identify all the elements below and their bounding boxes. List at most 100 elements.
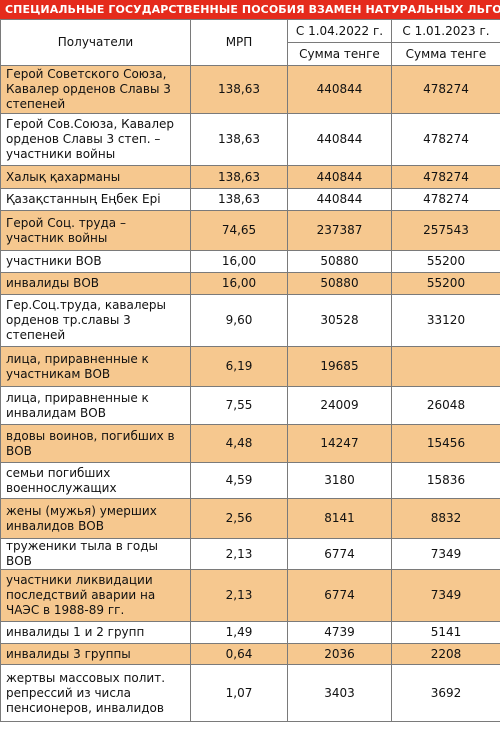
sum-2022-cell: 237387 bbox=[287, 210, 392, 251]
recipient-cell: жертвы массовых полит. репрессий из числ… bbox=[0, 664, 191, 722]
benefits-table: Получатели МРП С 1.04.2022 г. С 1.01.202… bbox=[0, 19, 500, 722]
mrp-cell: 2,56 bbox=[190, 498, 288, 539]
mrp-cell: 2,13 bbox=[190, 538, 288, 570]
table-row: лица, приравненные к участникам ВОВ 6,19 1… bbox=[0, 346, 500, 387]
recipient-cell: лица, приравненные к инвалидам ВОВ bbox=[0, 386, 191, 425]
sum-2022-cell: 50880 bbox=[287, 272, 392, 295]
header-mrp: МРП bbox=[190, 19, 288, 66]
mrp-cell: 16,00 bbox=[190, 272, 288, 295]
sum-2023-cell: 257543 bbox=[391, 210, 500, 251]
sum-2022-cell: 6774 bbox=[287, 538, 392, 570]
recipient-cell: инвалиды ВОВ bbox=[0, 272, 191, 295]
mrp-cell: 7,55 bbox=[190, 386, 288, 425]
header-amount-2023: Сумма тенге bbox=[391, 42, 500, 66]
table-row: Гер.Соц.труда, кавалеры орденов тр.славы… bbox=[0, 294, 500, 347]
sum-2023-cell: 478274 bbox=[391, 188, 500, 211]
recipient-cell: лица, приравненные к участникам ВОВ bbox=[0, 346, 191, 387]
header-period-2023: С 1.01.2023 г. bbox=[391, 19, 500, 43]
recipient-cell: жены (мужья) умерших инвалидов ВОВ bbox=[0, 498, 191, 539]
recipient-cell: участники ВОВ bbox=[0, 250, 191, 273]
sum-2022-cell: 440844 bbox=[287, 165, 392, 189]
mrp-cell: 4,59 bbox=[190, 462, 288, 499]
table-row: семьи погибших военнослужащих 4,59 3180 158… bbox=[0, 462, 500, 499]
table-row: инвалиды 3 группы 0,64 2036 2208 bbox=[0, 643, 500, 665]
recipient-cell: участники ликвидации последствий аварии … bbox=[0, 569, 191, 622]
sum-2022-cell: 440844 bbox=[287, 65, 392, 114]
sum-2022-cell: 440844 bbox=[287, 113, 392, 166]
sum-2022-cell: 8141 bbox=[287, 498, 392, 539]
table-row: жертвы массовых полит. репрессий из числ… bbox=[0, 664, 500, 722]
recipient-cell: семьи погибших военнослужащих bbox=[0, 462, 191, 499]
mrp-cell: 4,48 bbox=[190, 424, 288, 463]
recipient-cell: инвалиды 3 группы bbox=[0, 643, 191, 665]
recipient-cell: вдовы воинов, погибших в ВОВ bbox=[0, 424, 191, 463]
recipient-cell: Гер.Соц.труда, кавалеры орденов тр.славы… bbox=[0, 294, 191, 347]
mrp-cell: 138,63 bbox=[190, 188, 288, 211]
document-title: СПЕЦИАЛЬНЫЕ ГОСУДАРСТВЕННЫЕ ПОСОБИЯ ВЗАМ… bbox=[0, 0, 500, 19]
sum-2022-cell: 6774 bbox=[287, 569, 392, 622]
header-recipients: Получатели bbox=[0, 19, 191, 66]
sum-2023-cell: 15836 bbox=[391, 462, 500, 499]
table-row: Герой Соц. труда – участник войны 74,65 23… bbox=[0, 210, 500, 251]
table-row: Қазақстанның Еңбек Ері 138,63 440844 478274 bbox=[0, 188, 500, 211]
sum-2022-cell: 30528 bbox=[287, 294, 392, 347]
recipient-cell: Қазақстанның Еңбек Ері bbox=[0, 188, 191, 211]
recipient-cell: Халық қахарманы bbox=[0, 165, 191, 189]
sum-2022-cell: 50880 bbox=[287, 250, 392, 273]
header-period-2022: С 1.04.2022 г. bbox=[287, 19, 392, 43]
sum-2023-cell: 55200 bbox=[391, 272, 500, 295]
sum-2022-cell: 2036 bbox=[287, 643, 392, 665]
table-row: Халық қахарманы 138,63 440844 478274 bbox=[0, 165, 500, 189]
mrp-cell: 138,63 bbox=[190, 165, 288, 189]
mrp-cell: 6,19 bbox=[190, 346, 288, 387]
recipient-cell: труженики тыла в годы ВОВ bbox=[0, 538, 191, 570]
table-row: участники ВОВ 16,00 50880 55200 bbox=[0, 250, 500, 273]
table-row: Герой Советского Союза, Кавалер орденов … bbox=[0, 65, 500, 114]
table-row: жены (мужья) умерших инвалидов ВОВ 2,56 81… bbox=[0, 498, 500, 539]
sum-2022-cell: 3403 bbox=[287, 664, 392, 722]
sum-2023-cell: 7349 bbox=[391, 569, 500, 622]
sum-2022-cell: 4739 bbox=[287, 621, 392, 644]
recipient-cell: Герой Советского Союза, Кавалер орденов … bbox=[0, 65, 191, 114]
recipient-cell: Герой Сов.Союза, Кавалер орденов Славы 3… bbox=[0, 113, 191, 166]
mrp-cell: 16,00 bbox=[190, 250, 288, 273]
mrp-cell: 1,49 bbox=[190, 621, 288, 644]
sum-2023-cell bbox=[391, 346, 500, 387]
sum-2022-cell: 3180 bbox=[287, 462, 392, 499]
sum-2023-cell: 478274 bbox=[391, 165, 500, 189]
sum-2023-cell: 478274 bbox=[391, 65, 500, 114]
table-row: Герой Сов.Союза, Кавалер орденов Славы 3… bbox=[0, 113, 500, 166]
sum-2022-cell: 19685 bbox=[287, 346, 392, 387]
sum-2023-cell: 26048 bbox=[391, 386, 500, 425]
sum-2023-cell: 33120 bbox=[391, 294, 500, 347]
recipient-cell: Герой Соц. труда – участник войны bbox=[0, 210, 191, 251]
sum-2023-cell: 15456 bbox=[391, 424, 500, 463]
table-row: лица, приравненные к инвалидам ВОВ 7,55 24… bbox=[0, 386, 500, 425]
table-row: вдовы воинов, погибших в ВОВ 4,48 14247 154… bbox=[0, 424, 500, 463]
sum-2023-cell: 55200 bbox=[391, 250, 500, 273]
table-row: участники ликвидации последствий аварии … bbox=[0, 569, 500, 622]
sum-2022-cell: 440844 bbox=[287, 188, 392, 211]
table-row: инвалиды ВОВ 16,00 50880 55200 bbox=[0, 272, 500, 295]
sum-2023-cell: 3692 bbox=[391, 664, 500, 722]
sum-2022-cell: 24009 bbox=[287, 386, 392, 425]
sum-2023-cell: 478274 bbox=[391, 113, 500, 166]
mrp-cell: 0,64 bbox=[190, 643, 288, 665]
sum-2023-cell: 7349 bbox=[391, 538, 500, 570]
table-header-row: Получатели МРП С 1.04.2022 г. С 1.01.202… bbox=[0, 19, 500, 66]
mrp-cell: 138,63 bbox=[190, 65, 288, 114]
mrp-cell: 2,13 bbox=[190, 569, 288, 622]
mrp-cell: 1,07 bbox=[190, 664, 288, 722]
mrp-cell: 9,60 bbox=[190, 294, 288, 347]
table-row: инвалиды 1 и 2 групп 1,49 4739 5141 bbox=[0, 621, 500, 644]
mrp-cell: 138,63 bbox=[190, 113, 288, 166]
sum-2023-cell: 8832 bbox=[391, 498, 500, 539]
sum-2023-cell: 5141 bbox=[391, 621, 500, 644]
table-row: труженики тыла в годы ВОВ 2,13 6774 7349 bbox=[0, 538, 500, 570]
header-amount-2022: Сумма тенге bbox=[287, 42, 392, 66]
mrp-cell: 74,65 bbox=[190, 210, 288, 251]
sum-2022-cell: 14247 bbox=[287, 424, 392, 463]
sum-2023-cell: 2208 bbox=[391, 643, 500, 665]
recipient-cell: инвалиды 1 и 2 групп bbox=[0, 621, 191, 644]
